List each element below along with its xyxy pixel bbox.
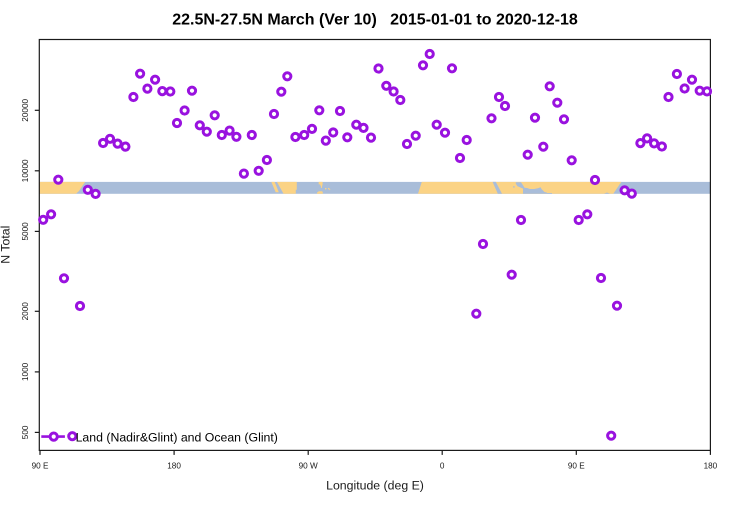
svg-text:90 E: 90 E <box>32 461 49 470</box>
svg-text:10000: 10000 <box>21 159 30 182</box>
svg-text:180: 180 <box>167 461 181 470</box>
svg-text:0: 0 <box>440 461 445 470</box>
svg-text:1000: 1000 <box>21 362 30 381</box>
svg-text:5000: 5000 <box>21 222 30 241</box>
svg-text:180: 180 <box>704 461 718 470</box>
svg-text:20000: 20000 <box>21 98 30 121</box>
svg-text:90 E: 90 E <box>568 461 585 470</box>
svg-text:90 W: 90 W <box>299 461 318 470</box>
svg-text:22.5N-27.5N March (Ver 10) 2: 22.5N-27.5N March (Ver 10) 2015-01-01 to… <box>172 11 578 28</box>
svg-text:Longitude (deg E): Longitude (deg E) <box>326 478 424 492</box>
svg-text:500: 500 <box>21 425 30 439</box>
svg-text:2000: 2000 <box>21 302 30 321</box>
svg-text:Land (Nadir&Glint) and Ocean (: Land (Nadir&Glint) and Ocean (Glint) <box>76 430 278 444</box>
svg-text:N Total: N Total <box>0 226 13 264</box>
